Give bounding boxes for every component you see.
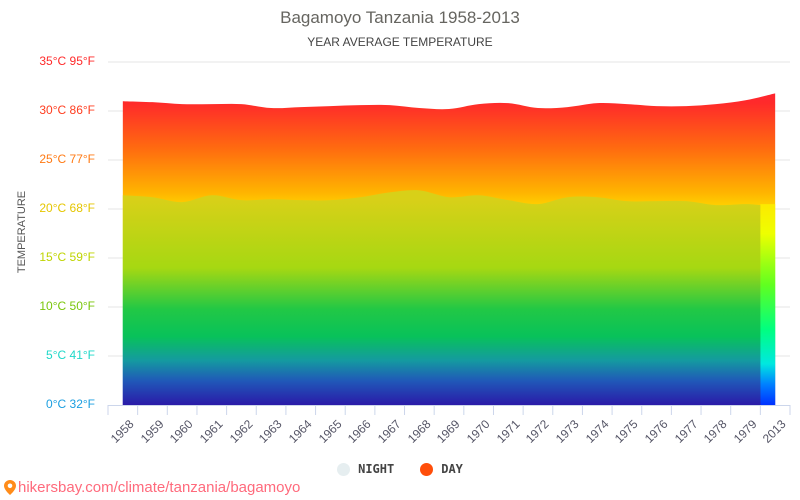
legend-item-day[interactable]: DAY	[420, 462, 463, 476]
legend: NIGHT DAY	[0, 462, 800, 476]
chart-title: Bagamoyo Tanzania 1958-2013	[280, 8, 520, 27]
night-swatch-icon	[337, 462, 351, 476]
y-tick-label: 15°C 59°F	[39, 250, 95, 264]
legend-item-night[interactable]: NIGHT	[337, 462, 394, 476]
latest-year-area	[760, 204, 776, 405]
y-tick-label: 20°C 68°F	[39, 201, 95, 215]
day-swatch-icon	[420, 462, 434, 476]
source-link[interactable]: hikersbay.com/climate/tanzania/bagamoyo	[4, 479, 300, 496]
y-tick-label: 25°C 77°F	[39, 152, 95, 166]
y-tick-label: 10°C 50°F	[39, 299, 95, 313]
source-url: hikersbay.com/climate/tanzania/bagamoyo	[18, 479, 301, 496]
y-tick-label: 0°C 32°F	[46, 397, 95, 411]
chart-subtitle: YEAR AVERAGE TEMPERATURE	[307, 35, 493, 49]
y-tick-label: 35°C 95°F	[39, 54, 95, 68]
legend-label-night: NIGHT	[358, 462, 395, 476]
x-axis	[107, 405, 791, 415]
legend-label-day: DAY	[441, 462, 463, 476]
location-pin-icon	[4, 480, 16, 495]
y-tick-label: 5°C 41°F	[46, 348, 95, 362]
y-tick-label: 30°C 86°F	[39, 103, 95, 117]
night-area	[122, 190, 761, 405]
